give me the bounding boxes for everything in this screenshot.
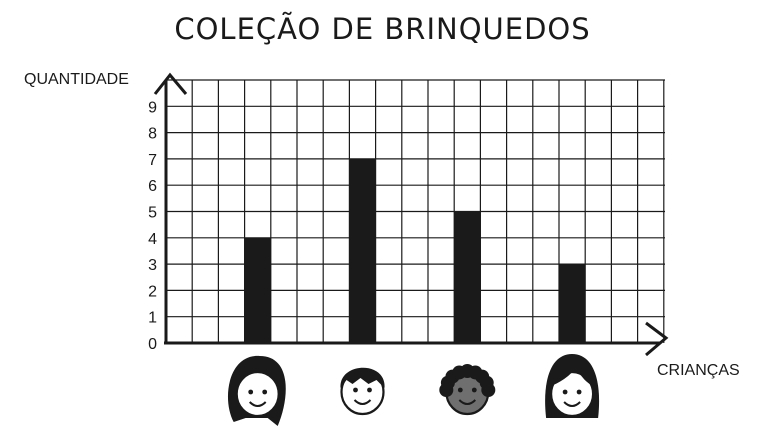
bar — [559, 264, 586, 343]
boy-short-hair-icon — [340, 367, 385, 416]
y-tick-label: 2 — [148, 283, 157, 300]
y-tick-label: 6 — [148, 178, 157, 195]
y-axis-arrow-icon — [153, 72, 188, 95]
x-axis-arrow-icon — [645, 321, 669, 357]
girl-curly-hair-icon — [227, 355, 286, 426]
y-tick-label: 0 — [148, 336, 157, 353]
y-tick-label: 8 — [148, 126, 157, 143]
y-tick-label: 4 — [148, 231, 157, 248]
y-tick-labels: 0 1 2 3 4 5 6 7 8 9 — [148, 99, 157, 353]
bar — [244, 237, 271, 343]
y-tick-label: 3 — [148, 257, 157, 274]
y-tick-label: 1 — [148, 310, 157, 327]
boy-curly-hair-icon — [439, 364, 496, 416]
bar — [454, 211, 481, 343]
bar — [349, 158, 376, 343]
girl-straight-hair-icon — [545, 354, 600, 418]
axes — [153, 72, 669, 357]
bars-group — [244, 158, 586, 343]
chart-grid — [165, 79, 665, 343]
y-tick-label: 7 — [148, 152, 157, 169]
chart-title: COLEÇÃO DE BRINQUEDOS — [174, 12, 591, 46]
y-tick-label: 5 — [148, 205, 157, 222]
y-tick-label: 9 — [148, 99, 157, 116]
category-icons — [227, 354, 600, 426]
y-axis-label: QUANTIDADE — [24, 71, 129, 88]
x-axis-label: CRIANÇAS — [657, 362, 740, 379]
